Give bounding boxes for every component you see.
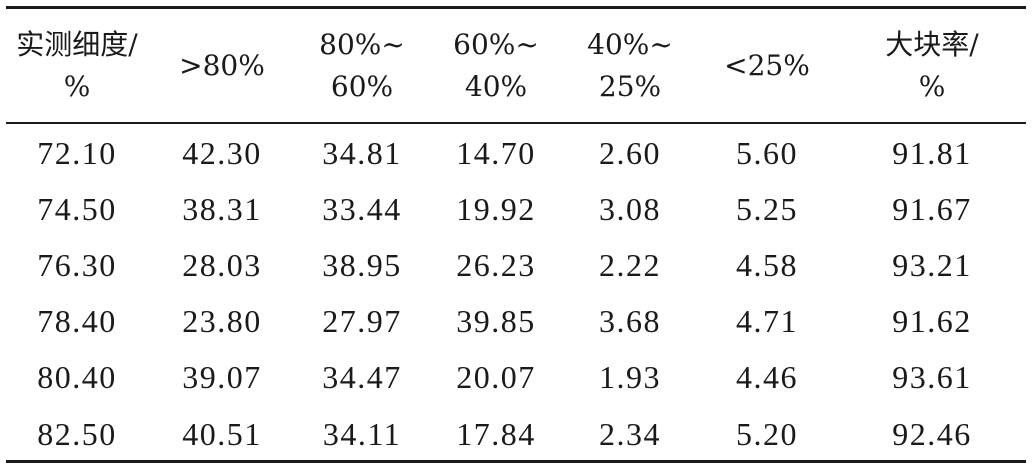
column-header-text: %: [63, 69, 91, 103]
table-cell: 5.25: [736, 190, 798, 227]
table-cell: 1.93: [599, 359, 661, 396]
column-header-text: 60%~: [453, 27, 539, 61]
column-header-text: 25%: [598, 69, 662, 103]
data-table: 实测细度/% >80% 80%~ 60% 60%~ 40% 40%~ 25% <25% 大块率/%…: [6, 9, 1026, 462]
table-row: 74.50 38.31 33.44 19.92 3.08 5.25 91.67: [6, 181, 1026, 237]
header-row: 实测细度/% >80% 80%~ 60% 60%~ 40% 40%~ 25% <25% 大块率/%: [6, 9, 1026, 122]
table-cell: 39.07: [182, 359, 262, 396]
table-cell: 78.40: [37, 303, 117, 340]
table-cell: 33.44: [322, 190, 402, 227]
column-header: <25%: [696, 9, 838, 122]
table-cell: 82.50: [37, 415, 117, 452]
table-cell: 38.95: [322, 246, 402, 283]
table-cell: 93.61: [892, 359, 972, 396]
table-cell: 26.23: [456, 246, 536, 283]
column-header-text: 实测细度/: [16, 27, 138, 61]
column-header: 60%~ 40%: [428, 9, 564, 122]
table-cell: 34.47: [322, 359, 402, 396]
table-cell: 72.10: [37, 134, 117, 171]
table-cell: 4.46: [736, 359, 798, 396]
table-cell: 93.21: [892, 246, 972, 283]
table-body: 72.10 42.30 34.81 14.70 2.60 5.60 91.81 74.50 38…: [6, 122, 1026, 462]
table-cell: 3.68: [599, 303, 661, 340]
table-header: 实测细度/% >80% 80%~ 60% 60%~ 40% 40%~ 25% <25% 大块率/%: [6, 9, 1026, 122]
table-cell: 91.67: [892, 190, 972, 227]
column-header-text: 40%: [464, 69, 528, 103]
table-cell: 14.70: [456, 134, 536, 171]
table-row: 78.40 23.80 27.97 39.85 3.68 4.71 91.62: [6, 294, 1026, 350]
column-header-text: 60%: [330, 69, 394, 103]
table-row: 80.40 39.07 34.47 20.07 1.93 4.46 93.61: [6, 350, 1026, 406]
table-cell: 39.85: [456, 303, 536, 340]
table-cell: 42.30: [182, 134, 262, 171]
table-cell: 91.81: [892, 134, 972, 171]
table-cell: 2.22: [599, 246, 661, 283]
column-header-text: 80%~: [319, 27, 405, 61]
table-row: 82.50 40.51 34.11 17.84 2.34 5.20 92.46: [6, 406, 1026, 462]
table-cell: 27.97: [322, 303, 402, 340]
table-cell: 4.71: [736, 303, 798, 340]
table-cell: 4.58: [736, 246, 798, 283]
table-cell: 23.80: [182, 303, 262, 340]
table-cell: 74.50: [37, 190, 117, 227]
table-cell: 17.84: [456, 415, 536, 452]
table-header-rule: [6, 122, 1026, 124]
table-cell: 5.20: [736, 415, 798, 452]
table-cell: 80.40: [37, 359, 117, 396]
column-header-text: 40%~: [587, 27, 673, 61]
column-header-text: >80%: [179, 48, 265, 82]
table-cell: 5.60: [736, 134, 798, 171]
table-cell: 38.31: [182, 190, 262, 227]
table-cell: 3.08: [599, 190, 661, 227]
table-cell: 20.07: [456, 359, 536, 396]
table-cell: 91.62: [892, 303, 972, 340]
table-cell: 34.11: [322, 415, 402, 452]
table-cell: 2.34: [599, 415, 661, 452]
table-cell: 34.81: [322, 134, 402, 171]
table-row: 76.30 28.03 38.95 26.23 2.22 4.58 93.21: [6, 237, 1026, 293]
table-cell: 28.03: [182, 246, 262, 283]
table-cell: 92.46: [892, 415, 972, 452]
table-cell: 19.92: [456, 190, 536, 227]
column-header: 80%~ 60%: [296, 9, 428, 122]
table-bottom-rule: [6, 460, 1026, 463]
table-cell: 76.30: [37, 246, 117, 283]
table-row: 72.10 42.30 34.81 14.70 2.60 5.60 91.81: [6, 122, 1026, 181]
column-header: 40%~ 25%: [564, 9, 696, 122]
column-header: >80%: [148, 9, 296, 122]
table-cell: 2.60: [599, 134, 661, 171]
column-header-text: <25%: [724, 48, 810, 82]
column-header: 实测细度/%: [6, 9, 148, 122]
table-cell: 40.51: [182, 415, 262, 452]
column-header-text: 大块率/: [885, 27, 979, 61]
column-header-text: %: [918, 69, 946, 103]
column-header: 大块率/%: [838, 9, 1026, 122]
table-top-rule: [6, 6, 1026, 9]
